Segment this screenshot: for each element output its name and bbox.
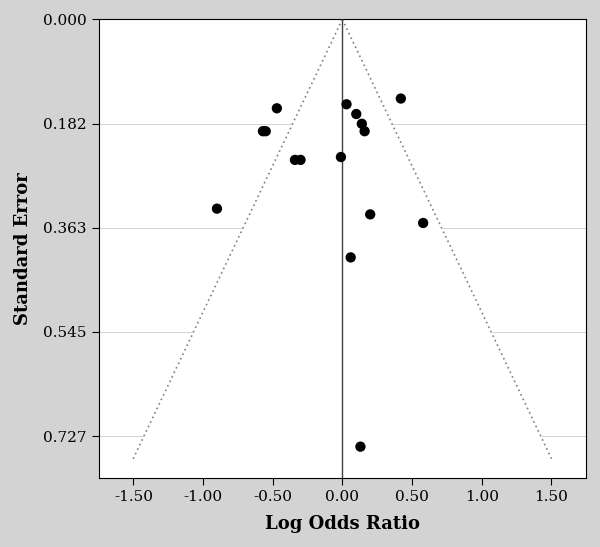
Point xyxy=(365,210,375,219)
Point xyxy=(290,155,300,164)
Point xyxy=(336,153,346,161)
Point xyxy=(360,127,370,136)
Point xyxy=(258,127,268,136)
Point xyxy=(212,204,222,213)
Point xyxy=(396,94,406,103)
Point xyxy=(418,219,428,228)
Point xyxy=(357,119,367,128)
Point xyxy=(296,155,305,164)
Point xyxy=(272,104,281,113)
Y-axis label: Standard Error: Standard Error xyxy=(14,172,32,325)
Point xyxy=(342,100,352,109)
Point xyxy=(346,253,355,262)
Point xyxy=(261,127,271,136)
X-axis label: Log Odds Ratio: Log Odds Ratio xyxy=(265,515,420,533)
Point xyxy=(356,443,365,451)
Point xyxy=(352,109,361,118)
